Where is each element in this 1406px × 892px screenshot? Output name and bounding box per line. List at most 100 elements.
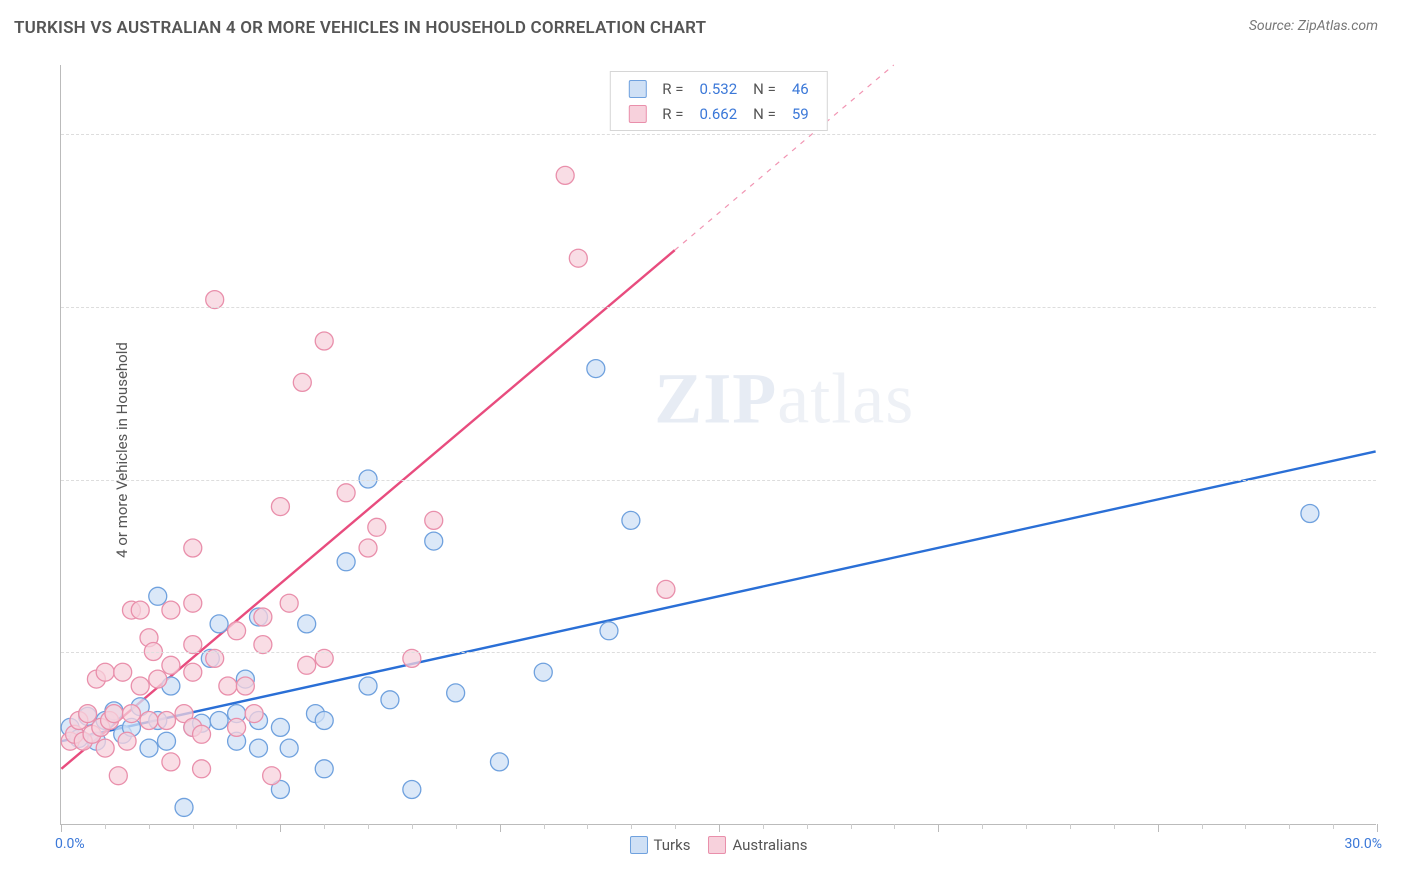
x-tick-minor xyxy=(105,824,106,829)
scatter-point-australians xyxy=(254,636,272,654)
scatter-point-australians xyxy=(162,656,180,674)
x-tick-minor xyxy=(1070,824,1071,829)
scatter-point-australians xyxy=(193,725,211,743)
x-tick-minor xyxy=(982,824,983,829)
x-tick-minor xyxy=(412,824,413,829)
scatter-point-australians xyxy=(109,767,127,785)
legend-swatch-turks xyxy=(628,80,646,98)
scatter-point-australians xyxy=(162,753,180,771)
scatter-point-turks xyxy=(490,753,508,771)
x-tick-minor xyxy=(587,824,588,829)
x-tick-minor xyxy=(149,824,150,829)
scatter-point-turks xyxy=(158,732,176,750)
x-axis-end-label: 30.0% xyxy=(1344,836,1382,852)
scatter-point-turks xyxy=(359,677,377,695)
scatter-point-australians xyxy=(245,705,263,723)
scatter-point-australians xyxy=(96,739,114,757)
scatter-point-turks xyxy=(337,553,355,571)
legend-item-turks: Turks xyxy=(629,836,690,854)
scatter-point-turks xyxy=(447,684,465,702)
x-tick-minor xyxy=(894,824,895,829)
scatter-point-australians xyxy=(315,332,333,350)
x-tick-major xyxy=(1377,824,1378,832)
scatter-point-australians xyxy=(122,705,140,723)
scatter-point-turks xyxy=(250,739,268,757)
scatter-point-australians xyxy=(228,622,246,640)
x-tick-minor xyxy=(544,824,545,829)
scatter-point-australians xyxy=(96,663,114,681)
scatter-point-australians xyxy=(140,712,158,730)
x-tick-minor xyxy=(1333,824,1334,829)
x-tick-major xyxy=(938,824,939,832)
y-tick-label: 25.0% xyxy=(1384,472,1406,488)
scatter-point-australians xyxy=(184,539,202,557)
gridline-h xyxy=(61,134,1376,135)
scatter-point-australians xyxy=(263,767,281,785)
scatter-point-australians xyxy=(131,677,149,695)
scatter-point-australians xyxy=(228,718,246,736)
scatter-point-australians xyxy=(337,484,355,502)
scatter-point-australians xyxy=(657,580,675,598)
plot-area: ZIPatlas R =0.532N =46R =0.662N =59 0.0%… xyxy=(60,65,1376,825)
scatter-point-australians xyxy=(131,601,149,619)
scatter-point-australians xyxy=(79,705,97,723)
scatter-point-australians xyxy=(425,511,443,529)
legend-swatch-australians xyxy=(628,105,646,123)
x-tick-major xyxy=(61,824,62,832)
gridline-h xyxy=(61,480,1376,481)
scatter-point-turks xyxy=(149,587,167,605)
chart-container: 4 or more Vehicles in Household ZIPatlas… xyxy=(50,55,1390,845)
scatter-point-turks xyxy=(140,739,158,757)
legend-item-australians: Australians xyxy=(708,836,807,854)
y-tick-label: 50.0% xyxy=(1384,126,1406,142)
x-tick-minor xyxy=(1245,824,1246,829)
x-tick-minor xyxy=(675,824,676,829)
scatter-point-australians xyxy=(184,663,202,681)
scatter-point-australians xyxy=(293,373,311,391)
y-tick-label: 37.5% xyxy=(1384,299,1406,315)
x-tick-major xyxy=(500,824,501,832)
x-tick-minor xyxy=(1114,824,1115,829)
legend-stat-row-australians: R =0.662N =59 xyxy=(620,101,816,126)
scatter-point-turks xyxy=(587,360,605,378)
scatter-point-turks xyxy=(175,798,193,816)
x-tick-minor xyxy=(1289,824,1290,829)
scatter-point-australians xyxy=(149,670,167,688)
scatter-point-australians xyxy=(184,594,202,612)
scatter-points-layer xyxy=(61,65,1376,824)
scatter-point-australians xyxy=(105,705,123,723)
scatter-point-australians xyxy=(254,608,272,626)
x-tick-major xyxy=(1158,824,1159,832)
scatter-point-turks xyxy=(271,718,289,736)
scatter-point-australians xyxy=(184,636,202,654)
scatter-point-australians xyxy=(236,677,254,695)
scatter-point-turks xyxy=(425,532,443,550)
legend-label-turks: Turks xyxy=(653,836,690,854)
legend-swatch-australians xyxy=(708,836,726,854)
legend-swatch-turks xyxy=(629,836,647,854)
scatter-point-australians xyxy=(359,539,377,557)
x-tick-minor xyxy=(851,824,852,829)
x-tick-minor xyxy=(1026,824,1027,829)
scatter-point-turks xyxy=(210,615,228,633)
x-tick-minor xyxy=(807,824,808,829)
scatter-point-australians xyxy=(114,663,132,681)
scatter-point-australians xyxy=(219,677,237,695)
scatter-point-turks xyxy=(403,781,421,799)
x-tick-minor xyxy=(324,824,325,829)
gridline-h xyxy=(61,652,1376,653)
scatter-point-turks xyxy=(534,663,552,681)
x-tick-minor xyxy=(631,824,632,829)
scatter-point-turks xyxy=(315,712,333,730)
scatter-point-turks xyxy=(315,760,333,778)
scatter-point-australians xyxy=(569,249,587,267)
scatter-point-australians xyxy=(556,166,574,184)
scatter-point-australians xyxy=(280,594,298,612)
scatter-point-australians xyxy=(158,712,176,730)
x-tick-minor xyxy=(763,824,764,829)
gridline-h xyxy=(61,307,1376,308)
x-tick-major xyxy=(719,824,720,832)
scatter-point-australians xyxy=(298,656,316,674)
x-tick-minor xyxy=(368,824,369,829)
scatter-point-turks xyxy=(210,712,228,730)
